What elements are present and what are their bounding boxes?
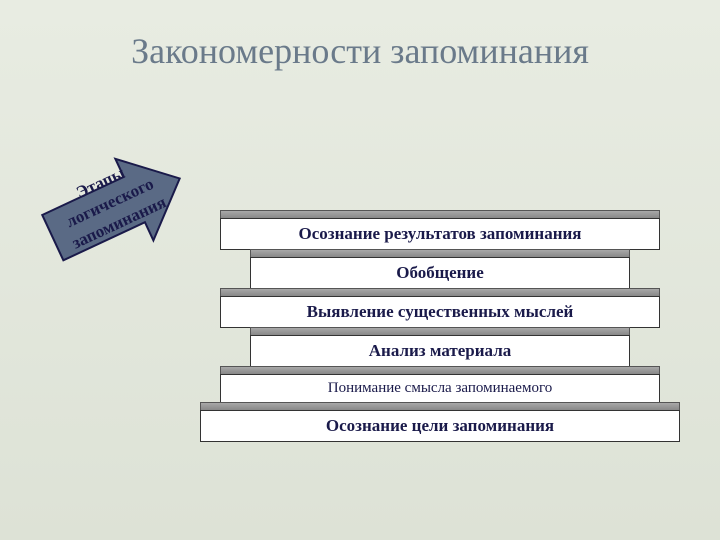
page-title: Закономерности запоминания	[0, 0, 720, 72]
arrow-callout: Этапы логического запоминания	[40, 150, 180, 260]
pyramid-step: Осознание результатов запоминания	[220, 210, 660, 250]
step-label: Обобщение	[250, 257, 630, 289]
step-label: Осознание цели запоминания	[200, 410, 680, 442]
pyramid-step: Обобщение	[250, 249, 630, 289]
step-label: Анализ материала	[250, 335, 630, 367]
pyramid-step: Осознание цели запоминания	[200, 402, 680, 442]
step-pyramid: Осознание результатов запоминания Обобще…	[180, 210, 700, 442]
step-label: Осознание результатов запоминания	[220, 218, 660, 250]
step-riser	[220, 366, 660, 374]
pyramid-step: Анализ материала	[250, 327, 630, 367]
step-riser	[250, 327, 630, 335]
step-riser	[200, 402, 680, 410]
step-riser	[220, 288, 660, 296]
pyramid-step: Выявление существенных мыслей	[220, 288, 660, 328]
step-riser	[220, 210, 660, 218]
pyramid-step: Понимание смысла запоминаемого	[220, 366, 660, 403]
step-label: Понимание смысла запоминаемого	[220, 374, 660, 403]
step-riser	[250, 249, 630, 257]
step-label: Выявление существенных мыслей	[220, 296, 660, 328]
